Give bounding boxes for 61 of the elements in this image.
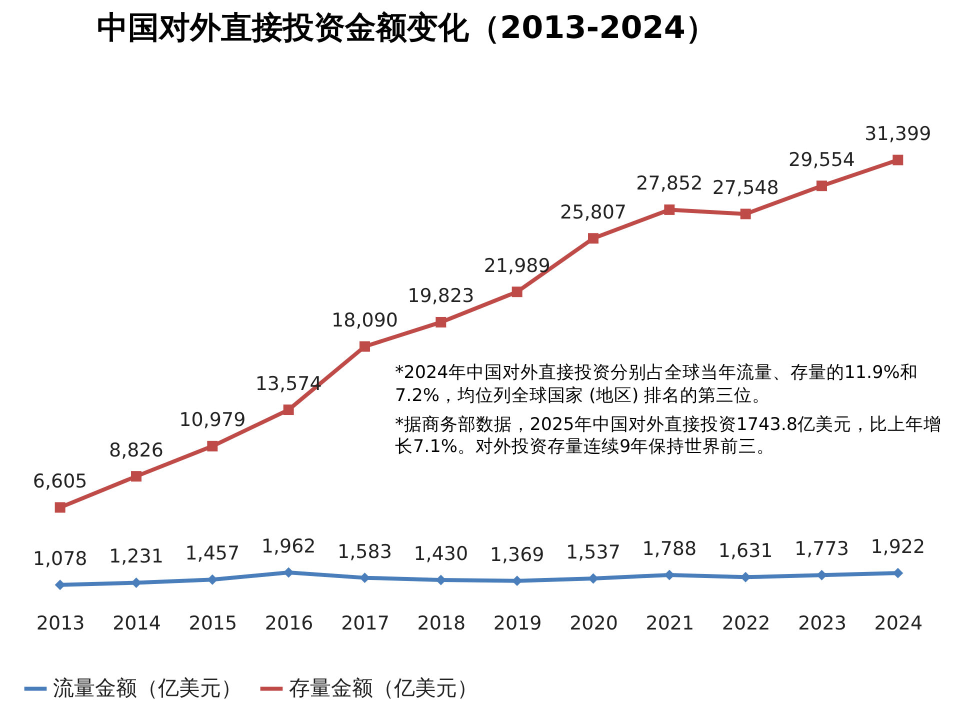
data-label: 21,989 (484, 254, 550, 277)
x-tick-label: 2023 (798, 612, 846, 634)
x-tick-label: 2022 (722, 612, 770, 634)
point (54, 502, 66, 513)
point (436, 316, 446, 328)
data-label: 27,548 (712, 176, 779, 199)
annotation: *2024年中国对外直接投资分别占全球当年流量、存量的11.9%和7.2%，均位列全球国家 (地区) 排名的第三位。 (395, 362, 919, 408)
x-tick-label: 2020 (570, 612, 618, 634)
point (207, 574, 218, 585)
x-tick-label: 2019 (493, 612, 542, 634)
point (512, 286, 522, 298)
data-label: 10,979 (179, 409, 246, 432)
point (892, 154, 904, 166)
x-tick-label: 2024 (874, 612, 923, 634)
chart-title: 中国对外直接投资金额变化（2013-2024） (97, 10, 716, 46)
point (588, 573, 598, 584)
data-label: 31,399 (864, 123, 932, 145)
point (892, 568, 904, 578)
point (816, 570, 827, 580)
data-label: 1,369 (490, 544, 544, 566)
data-label: 1,430 (414, 542, 468, 565)
point (588, 233, 598, 244)
data-label: 1,457 (185, 542, 240, 565)
point (131, 578, 142, 588)
legend-label: 存量金额（亿美元） (289, 676, 478, 700)
data-label: 1,631 (718, 540, 773, 562)
data-label: 1,788 (642, 538, 697, 560)
point (207, 440, 218, 452)
data-label: 1,231 (109, 546, 164, 568)
data-label: 6,605 (32, 470, 88, 492)
data-label: 25,807 (560, 201, 626, 224)
annotation: *据商务部数据，2025年中国对外直接投资1743.8亿美元，比上年增长7.1%。对外投资存量连续9年保持世界前三。 (395, 414, 943, 459)
data-label: 1,922 (870, 536, 926, 558)
data-label: 19,823 (408, 285, 474, 308)
legend-label: 流量金额（亿美元） (53, 676, 242, 700)
x-tick-label: 2016 (264, 612, 314, 634)
x-tick-label: 2014 (112, 612, 161, 634)
data-label: 18,090 (332, 310, 398, 332)
point (664, 204, 675, 215)
x-tick-label: 2018 (417, 612, 466, 634)
data-label: 1,583 (338, 540, 392, 563)
point (816, 180, 827, 192)
data-label: 1,078 (32, 548, 88, 570)
x-tick-label: 2017 (341, 612, 390, 634)
point (283, 404, 294, 416)
point (131, 471, 142, 482)
x-tick-label: 2013 (36, 612, 85, 634)
x-tick-label: 2015 (188, 612, 238, 634)
data-label: 27,852 (636, 172, 703, 195)
point (54, 580, 66, 590)
x-tick-label: 2021 (646, 612, 694, 634)
data-label: 8,826 (109, 439, 164, 462)
point (740, 208, 751, 220)
data-label: 1,773 (794, 538, 849, 560)
data-label: 13,574 (255, 372, 322, 395)
data-label: 29,554 (788, 148, 855, 171)
point (360, 572, 370, 584)
point (360, 341, 370, 352)
data-label: 1,962 (261, 536, 316, 558)
point (283, 567, 294, 578)
data-label: 1,537 (566, 541, 620, 564)
